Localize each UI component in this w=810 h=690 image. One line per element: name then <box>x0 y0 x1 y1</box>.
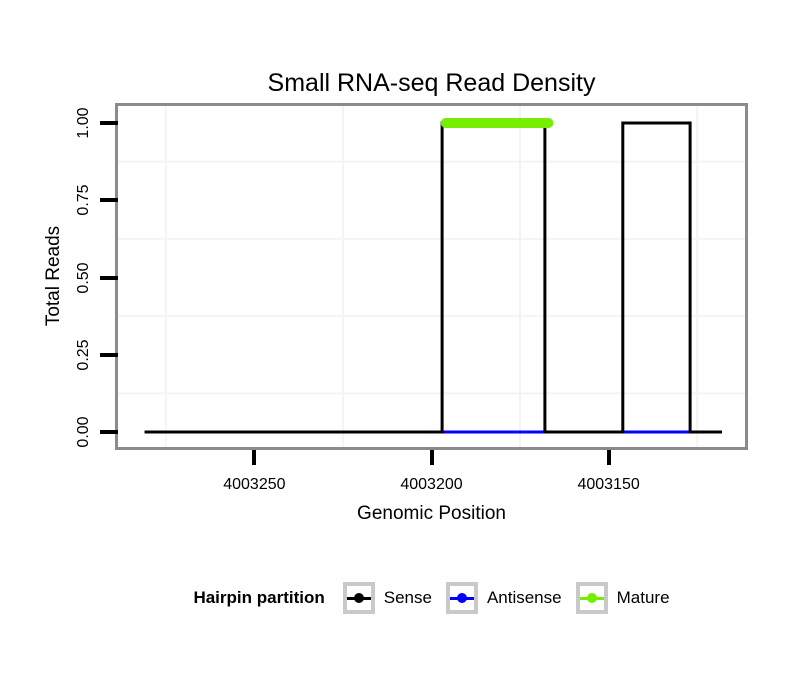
x-axis-title: Genomic Position <box>357 503 506 524</box>
y-tick-mark <box>100 352 118 357</box>
y-tick-mark <box>100 275 118 280</box>
plot-panel <box>115 103 748 450</box>
x-tick-label: 4003150 <box>577 476 640 493</box>
x-tick-mark <box>429 450 434 465</box>
y-tick-mark <box>100 121 118 125</box>
x-tick-label: 4003200 <box>400 476 463 493</box>
legend-label-sense: Sense <box>383 588 432 607</box>
y-axis-title: Total Reads <box>43 225 64 327</box>
legend: Hairpin partition Sense Antisense Mature <box>118 578 745 618</box>
legend-item-antisense: Antisense <box>445 582 562 614</box>
antisense-point-swatch <box>456 593 467 603</box>
chart-title: Small RNA-seq Read Density <box>267 69 596 97</box>
series-sense <box>144 121 722 434</box>
legend-key-antisense <box>445 582 478 614</box>
legend-label-antisense: Antisense <box>486 588 562 607</box>
y-tick-label: 0.25 <box>75 339 92 371</box>
legend-title: Hairpin partition <box>193 588 325 607</box>
legend-item-mature: Mature <box>575 582 670 614</box>
y-tick-label: 1.00 <box>75 107 92 139</box>
y-tick-label: 0.00 <box>75 416 92 448</box>
y-tick-label: 0.50 <box>75 261 92 294</box>
legend-label-mature: Mature <box>616 588 670 607</box>
legend-key-sense <box>342 582 375 614</box>
x-tick-mark <box>252 450 257 465</box>
x-tick-mark <box>606 450 611 465</box>
plot-lines-svg <box>118 106 745 447</box>
y-tick-mark <box>100 198 118 203</box>
y-tick-mark <box>100 430 118 434</box>
y-tick-label: 0.75 <box>75 184 92 216</box>
sense-point-swatch <box>353 593 364 603</box>
legend-key-mature <box>575 582 608 614</box>
mature-point-swatch <box>586 593 597 603</box>
legend-item-sense: Sense <box>342 582 432 614</box>
x-tick-label: 4003250 <box>223 476 286 493</box>
